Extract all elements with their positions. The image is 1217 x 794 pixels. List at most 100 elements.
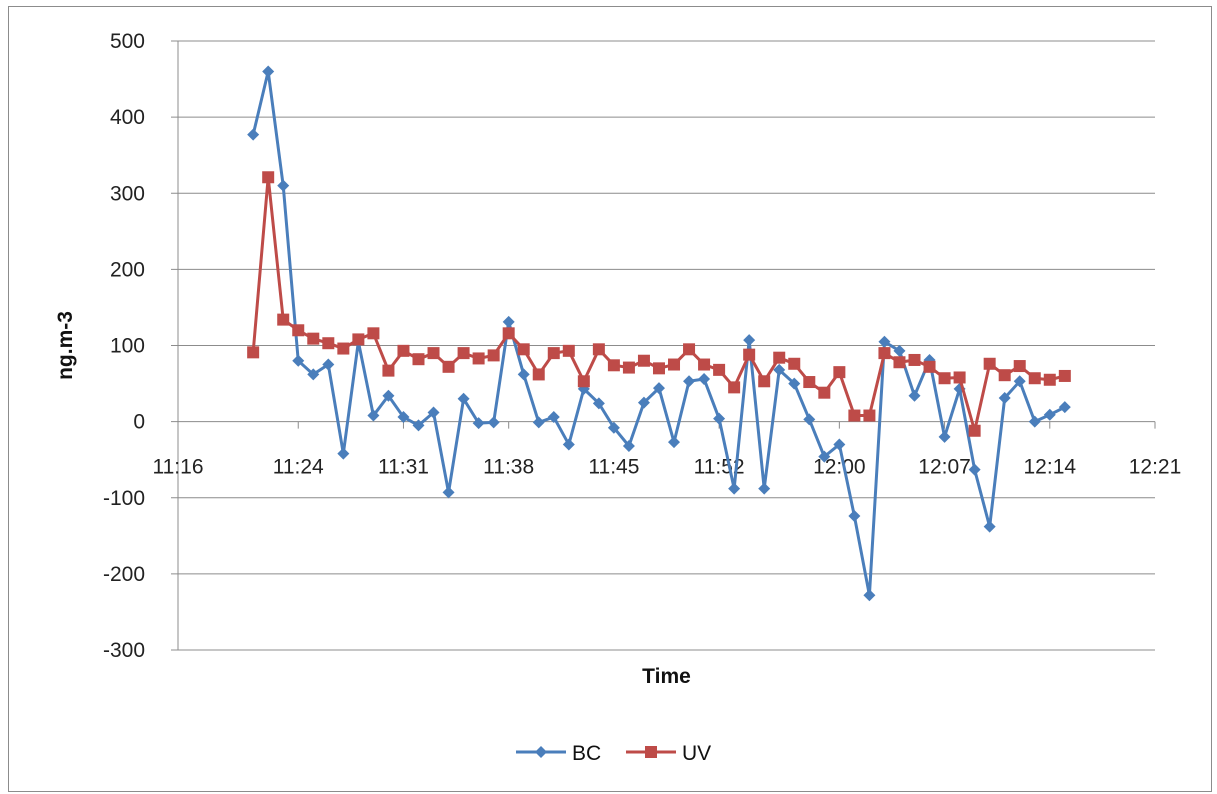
data-point [863,409,876,422]
gridlines [178,40,1155,651]
data-point [307,368,320,381]
data-point [668,358,681,371]
data-point [592,397,605,410]
data-point [848,409,861,422]
data-point [367,409,380,422]
legend-item-bc: BC [516,742,601,765]
data-point [923,360,936,373]
data-point [1058,401,1071,414]
legend-item-uv: UV [626,742,711,765]
data-point [562,344,575,357]
data-point [758,482,771,495]
data-point [457,347,470,360]
axes [171,40,1156,651]
y-tick-label: 500 [110,30,145,53]
data-point [683,375,696,388]
data-point [893,344,906,357]
data-point [472,417,485,430]
data-point [427,347,440,360]
data-point [1013,360,1026,373]
data-point [908,353,921,366]
data-point [698,358,711,371]
x-tick-label: 11:24 [273,456,324,479]
x-tick-label: 11:45 [588,456,639,479]
data-point [532,416,545,429]
data-point [713,363,726,376]
data-point [472,352,485,365]
data-point [487,349,500,362]
data-point [337,342,350,355]
data-point [728,381,741,394]
data-point [547,411,560,424]
data-point [547,347,560,360]
data-point [893,356,906,369]
data-point [818,450,831,463]
data-point [713,412,726,425]
data-point [562,438,575,451]
y-tick-label: -200 [103,563,145,586]
data-point [607,359,620,372]
data-point [788,377,801,390]
x-axis-title: Time [642,665,691,688]
x-tick-label: 11:16 [153,456,204,479]
data-point [382,389,395,402]
data-point [442,360,455,373]
data-point [502,315,515,328]
x-tick-label: 11:38 [483,456,534,479]
data-point [1028,415,1041,428]
data-point [457,392,470,405]
data-point [878,347,891,360]
y-tick-label: 0 [133,411,145,434]
data-point [983,357,996,370]
y-tick-label: -100 [103,487,145,510]
data-point [412,353,425,366]
data-point [607,421,620,434]
data-point [833,366,846,379]
data-point [773,351,786,364]
data-point [683,343,696,356]
data-point [622,439,635,452]
series-layer [247,65,1071,602]
data-point [322,337,335,350]
data-point [803,413,816,426]
data-point [622,361,635,374]
data-point [637,396,650,409]
data-point [502,327,515,340]
data-point [247,128,260,141]
data-point [1013,375,1026,388]
data-point [247,346,260,359]
data-point [728,482,741,495]
data-point [367,327,380,340]
data-point [262,65,275,78]
x-tick-label: 11:31 [378,456,429,479]
x-tick-label: 12:14 [1024,456,1077,479]
data-point [532,368,545,381]
data-point [412,419,425,432]
x-tick-label: 12:21 [1129,456,1182,479]
series-uv [247,171,1071,437]
y-tick-label: -300 [103,639,145,662]
y-axis-title: ng.m-3 [54,311,77,380]
data-point [427,406,440,419]
legend-marker [535,746,547,758]
data-point [968,424,981,437]
data-point [983,520,996,533]
data-point [998,369,1011,382]
data-point [292,354,305,367]
data-point [577,375,590,388]
data-point [592,343,605,356]
y-tick-label: 100 [110,335,145,358]
data-point [938,372,951,385]
legend: BC UV [516,742,711,765]
data-point [1043,408,1056,421]
data-point [788,357,801,370]
data-point [352,333,365,346]
data-point [397,344,410,357]
legend-label: BC [572,742,601,765]
y-tick-label: 400 [110,106,145,129]
data-point [773,363,786,376]
legend-label: UV [682,742,711,765]
data-point [818,386,831,399]
data-point [698,372,711,385]
data-point [833,438,846,451]
